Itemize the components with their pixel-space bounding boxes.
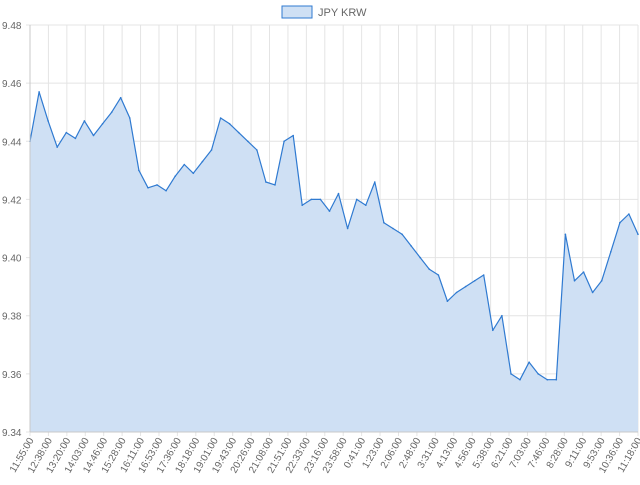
data-point	[428, 268, 431, 271]
data-point	[473, 280, 476, 282]
y-tick-label: 9.42	[2, 195, 22, 206]
data-point	[74, 137, 77, 140]
series-fill	[30, 91, 638, 433]
data-point	[319, 198, 322, 201]
y-tick-label: 9.40	[2, 254, 22, 265]
data-point	[355, 198, 358, 201]
data-point	[528, 361, 530, 364]
data-point	[392, 227, 394, 230]
data-point	[582, 271, 585, 273]
data-point	[83, 120, 86, 122]
data-point	[65, 131, 68, 134]
y-tick-label: 9.38	[2, 312, 22, 323]
data-point	[165, 189, 167, 192]
data-point	[637, 233, 639, 236]
data-point	[365, 204, 367, 206]
legend-swatch	[281, 5, 313, 19]
data-point	[501, 314, 503, 317]
data-point	[591, 291, 594, 294]
data-point	[92, 134, 95, 137]
y-tick-label: 9.48	[2, 21, 22, 32]
data-point	[265, 181, 267, 183]
data-point	[256, 149, 258, 151]
data-point	[201, 160, 204, 163]
data-point	[492, 329, 494, 332]
data-point	[510, 373, 512, 375]
data-point	[119, 96, 122, 99]
data-point	[228, 123, 231, 125]
data-point	[464, 285, 467, 288]
data-point	[401, 233, 403, 236]
data-point	[346, 227, 349, 230]
data-point	[600, 280, 603, 282]
data-point	[156, 184, 158, 186]
data-point	[610, 251, 612, 253]
data-point	[192, 172, 195, 175]
data-point	[555, 378, 558, 381]
data-point	[47, 120, 49, 122]
data-point	[310, 198, 313, 201]
data-point	[519, 378, 521, 381]
data-point	[573, 280, 576, 282]
data-point	[292, 134, 295, 137]
data-point	[546, 378, 549, 381]
y-tick-label: 9.34	[2, 428, 22, 439]
data-point	[101, 123, 104, 125]
data-point	[174, 175, 176, 177]
data-point	[138, 169, 140, 172]
data-point	[564, 233, 567, 236]
data-point	[419, 256, 422, 259]
data-point	[110, 111, 113, 113]
data-point	[410, 245, 412, 247]
data-point	[455, 291, 458, 294]
y-tick-label: 9.36	[2, 370, 22, 381]
data-point	[446, 300, 449, 303]
data-point	[56, 146, 58, 148]
data-point	[537, 373, 539, 375]
data-point	[374, 181, 376, 183]
y-tick-label: 9.46	[2, 79, 22, 90]
series-area	[29, 91, 639, 433]
legend-label: JPY KRW	[318, 7, 367, 19]
data-point	[283, 140, 285, 143]
data-point	[301, 204, 304, 206]
data-point	[210, 149, 213, 151]
data-point	[328, 210, 331, 212]
data-point	[274, 184, 276, 186]
data-point	[38, 91, 40, 93]
data-point	[482, 274, 485, 276]
data-point	[237, 131, 240, 134]
data-point	[183, 163, 186, 166]
y-tick-label: 9.44	[2, 137, 22, 148]
data-point	[437, 274, 440, 276]
data-point	[619, 221, 621, 224]
data-point	[219, 117, 222, 119]
legend[interactable]: JPY KRW	[281, 5, 367, 19]
data-point	[383, 221, 385, 224]
series-line	[29, 91, 639, 381]
data-point	[247, 140, 249, 143]
data-point	[129, 117, 131, 119]
data-point	[147, 187, 149, 189]
data-point	[628, 213, 630, 215]
data-point	[337, 192, 340, 195]
